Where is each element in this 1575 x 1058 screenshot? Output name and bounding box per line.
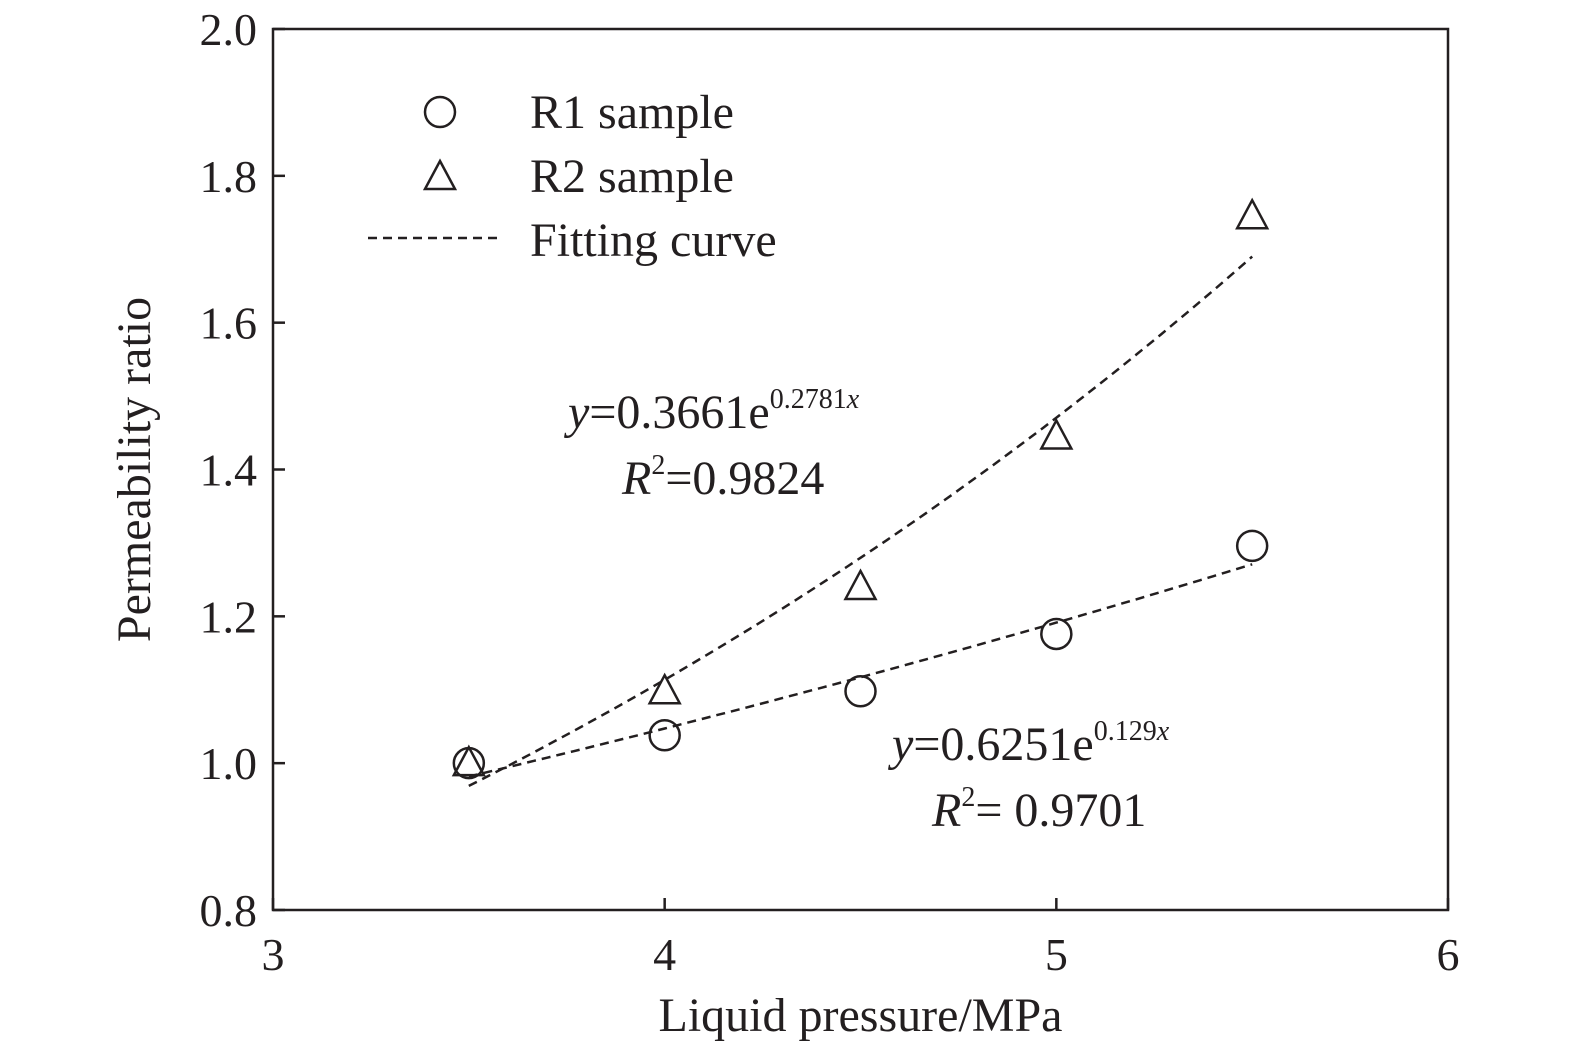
r1-r-sym: R [931,784,961,837]
r1-fit-r-squared: R2= 0.9701 [931,782,1146,837]
r2-sample-point [1039,417,1074,450]
r2-eq-body: =0.3661e [589,386,769,439]
x-axis: 3 4 5 6 [262,898,1460,980]
r2-r-sup: 2 [651,450,665,481]
r2-fit-annotation: y=0.3661e0.2781x R2=0.9824 [563,384,860,505]
y-tick-label: 1.2 [200,591,258,642]
r2-sample-point [451,744,486,777]
x-tick-label: 6 [1437,929,1460,980]
r2-eq-exp-var: x [846,384,860,415]
legend: R1 sample R2 sample Fitting curve [368,86,777,267]
r2-r-value: =0.9824 [665,452,824,505]
x-tick-label: 3 [262,929,285,980]
legend-label-r2: R2 sample [530,150,734,203]
r1-r-value: = 0.9701 [975,784,1146,837]
x-tick-label: 4 [653,929,676,980]
r2-sample-point [1235,197,1270,230]
x-tick-label: 5 [1045,929,1068,980]
legend-label-r1: R1 sample [530,86,734,139]
fit-curve-r2-sample [468,255,1254,788]
r1-eq-body: =0.6251e [913,718,1093,771]
y-tick-label: 1.8 [200,151,258,202]
legend-label-fit: Fitting curve [530,214,777,267]
r1-eq-exp-var: x [1156,716,1170,747]
y-axis-label: Permeability ratio [108,297,161,642]
r1-sample-point [648,719,681,752]
r1-eq-y: y [887,718,914,771]
y-tick-label: 1.0 [200,738,258,789]
fit-curve-r1-sample [468,563,1253,778]
data-markers [451,197,1270,780]
r1-eq-exponent: 0.129 [1094,716,1157,747]
r1-sample-point [844,674,877,708]
r2-sample-point [843,568,878,601]
x-axis-label: Liquid pressure/MPa [659,989,1063,1042]
plot-area-frame [271,27,1450,912]
y-tick-label: 0.8 [200,885,258,936]
r2-fit-r-squared: R2=0.9824 [621,450,824,505]
r1-r-sup: 2 [961,782,975,813]
r1-sample-point [452,746,486,780]
legend-circle-marker [423,95,457,129]
r2-r-sym: R [621,452,651,505]
r1-fit-annotation: y=0.6251e0.129x R2= 0.9701 [887,716,1170,837]
y-tick-label: 1.4 [200,445,258,496]
r1-sample-point [1040,617,1073,651]
y-tick-label: 2.0 [200,4,258,55]
y-tick-label: 1.6 [200,298,258,349]
fitting-curves [468,255,1254,788]
r2-sample-point [647,672,682,705]
legend-triangle-marker [422,158,458,191]
y-axis: 0.8 1.0 1.2 1.4 1.6 1.8 2.0 [200,4,285,936]
r1-sample-point [1235,529,1269,563]
r2-eq-y: y [563,386,590,439]
r1-fit-equation: y=0.6251e0.129x [887,716,1170,771]
r2-fit-equation: y=0.3661e0.2781x [563,384,860,439]
r2-eq-exponent: 0.2781 [770,384,847,415]
